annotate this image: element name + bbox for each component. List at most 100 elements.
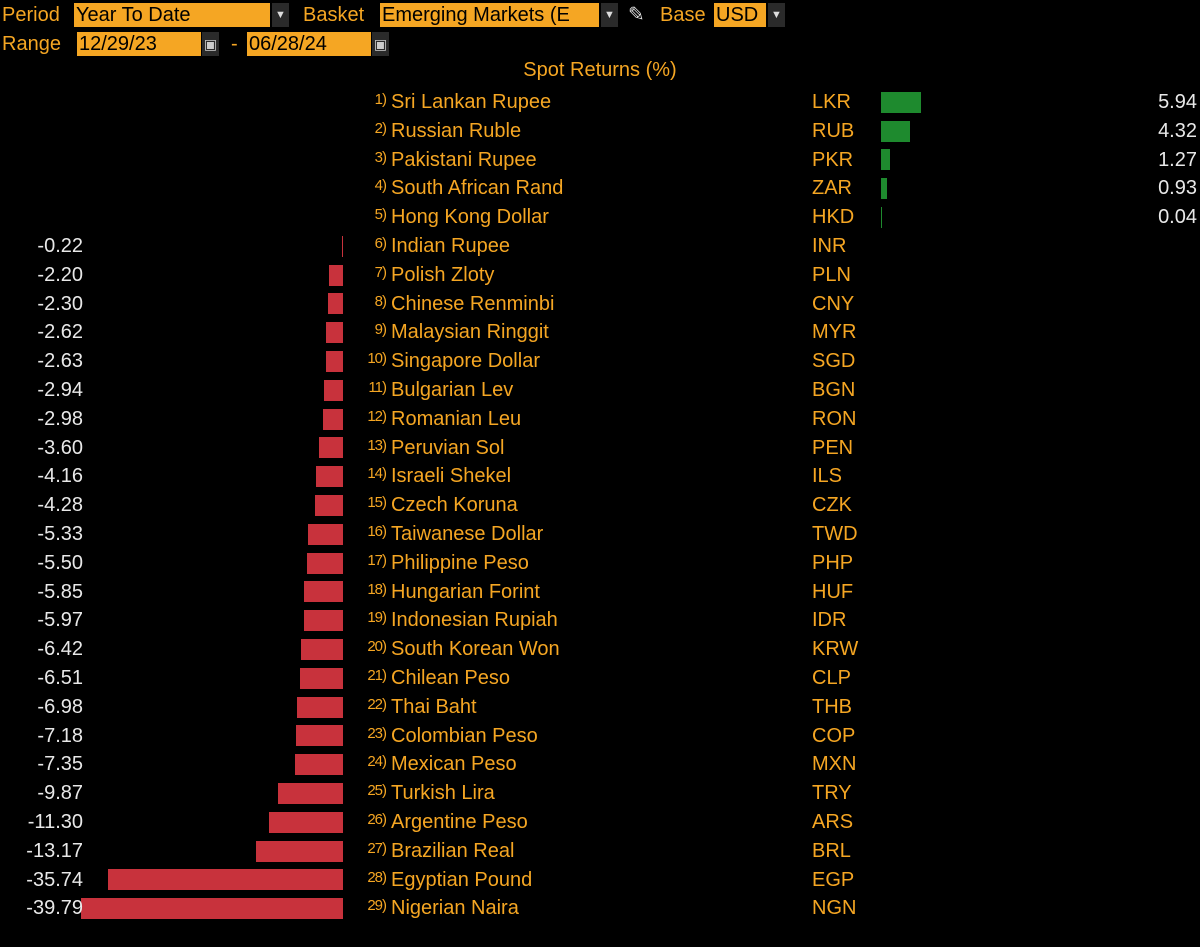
rank-number: 5) xyxy=(374,206,387,224)
return-bar xyxy=(323,379,343,401)
table-row[interactable]: 28) Egyptian Pound EGP -35.74 xyxy=(0,866,1200,895)
currency-name[interactable]: Hong Kong Dollar xyxy=(391,206,549,229)
rank-number: 12) xyxy=(367,407,387,425)
currency-name[interactable]: Czech Koruna xyxy=(391,494,518,517)
return-bar xyxy=(278,783,343,805)
rank-number: 20) xyxy=(367,638,387,656)
table-row[interactable]: 5) Hong Kong Dollar HKD 0.04 xyxy=(0,203,1200,232)
currency-name[interactable]: Bulgarian Lev xyxy=(391,379,514,401)
period-dropdown-icon[interactable]: ▼ xyxy=(271,3,289,27)
table-row[interactable]: 22) Thai Baht THB -6.98 xyxy=(0,693,1200,722)
range-start-input[interactable]: 12/29/23 xyxy=(77,32,201,56)
currency-name[interactable]: Colombian Peso xyxy=(391,724,538,747)
currency-name[interactable]: Singapore Dollar xyxy=(391,350,540,373)
rank-number: 14) xyxy=(367,465,387,483)
chart-title: Spot Returns (%) xyxy=(523,59,677,81)
rank-number: 21) xyxy=(367,667,387,684)
rank-number: 22) xyxy=(367,695,387,713)
table-row[interactable]: 1) Sri Lankan Rupee LKR 5.94 xyxy=(0,88,1200,117)
currency-name[interactable]: South Korean Won xyxy=(391,638,560,661)
table-row[interactable]: 13) Peruvian Sol PEN -3.60 xyxy=(0,434,1200,463)
table-row[interactable]: 9) Malaysian Ringgit MYR -2.62 xyxy=(0,318,1200,347)
rank-number: 7) xyxy=(374,263,387,281)
table-row[interactable]: 7) Polish Zloty PLN -2.20 xyxy=(0,261,1200,290)
currency-name[interactable]: Indian Rupee xyxy=(391,235,510,257)
calendar-icon[interactable]: ▣ xyxy=(202,32,219,56)
table-row[interactable]: 3) Pakistani Rupee PKR 1.27 xyxy=(0,146,1200,175)
currency-name[interactable]: Turkish Lira xyxy=(391,782,495,805)
currency-code: NGN xyxy=(812,897,857,920)
table-row[interactable]: 10) Singapore Dollar SGD -2.63 xyxy=(0,347,1200,376)
table-row[interactable]: 23) Colombian Peso COP -7.18 xyxy=(0,722,1200,751)
currency-name[interactable]: Thai Baht xyxy=(391,695,477,718)
return-value: -6.42 xyxy=(37,638,83,661)
currency-name[interactable]: Pakistani Rupee xyxy=(391,148,537,171)
currency-name[interactable]: Egyptian Pound xyxy=(391,868,533,891)
return-bar xyxy=(327,293,343,315)
table-row[interactable]: 2) Russian Ruble RUB 4.32 xyxy=(0,117,1200,146)
currency-name[interactable]: Chilean Peso xyxy=(391,667,510,689)
rank-number: 26) xyxy=(367,811,387,828)
table-row[interactable]: 20) South Korean Won KRW -6.42 xyxy=(0,635,1200,664)
table-row[interactable]: 4) South African Rand ZAR 0.93 xyxy=(0,174,1200,203)
table-row[interactable]: 15) Czech Koruna CZK -4.28 xyxy=(0,491,1200,520)
return-bar xyxy=(325,322,343,344)
basket-dropdown-icon[interactable]: ▼ xyxy=(600,3,618,27)
currency-code: SGD xyxy=(812,350,856,373)
currency-code: MXN xyxy=(812,753,857,776)
currency-name[interactable]: Malaysian Ringgit xyxy=(391,321,549,344)
return-bar xyxy=(315,466,343,488)
table-row[interactable]: 6) Indian Rupee INR -0.22 xyxy=(0,232,1200,261)
table-row[interactable]: 21) Chilean Peso CLP -6.51 xyxy=(0,664,1200,693)
currency-code: TRY xyxy=(812,782,852,805)
range-end-input[interactable]: 06/28/24 xyxy=(247,32,371,56)
rank-number: 4) xyxy=(374,177,387,195)
table-row[interactable]: 8) Chinese Renminbi CNY -2.30 xyxy=(0,290,1200,319)
table-row[interactable]: 19) Indonesian Rupiah IDR -5.97 xyxy=(0,606,1200,635)
period-select[interactable]: Year To Date xyxy=(74,3,270,27)
base-select[interactable]: USD xyxy=(714,3,766,27)
table-row[interactable]: 24) Mexican Peso MXN -7.35 xyxy=(0,750,1200,779)
currency-name[interactable]: Israeli Shekel xyxy=(391,465,512,488)
return-bar xyxy=(81,898,343,920)
table-row[interactable]: 18) Hungarian Forint HUF -5.85 xyxy=(0,578,1200,607)
return-bar xyxy=(881,207,882,229)
currency-name[interactable]: Brazilian Real xyxy=(391,839,515,862)
currency-name[interactable]: Hungarian Forint xyxy=(391,580,540,603)
return-bar xyxy=(300,639,343,661)
currency-name[interactable]: Russian Ruble xyxy=(391,119,522,142)
currency-name[interactable]: Polish Zloty xyxy=(391,263,495,286)
currency-name[interactable]: Peruvian Sol xyxy=(391,436,505,459)
return-value: -2.20 xyxy=(37,263,83,286)
currency-name[interactable]: South African Rand xyxy=(391,177,564,200)
basket-select[interactable]: Emerging Markets (E xyxy=(380,3,599,27)
table-row[interactable]: 26) Argentine Peso ARS -11.30 xyxy=(0,808,1200,837)
table-row[interactable]: 25) Turkish Lira TRY -9.87 xyxy=(0,779,1200,808)
base-dropdown-icon[interactable]: ▼ xyxy=(767,3,785,27)
currency-code: PKR xyxy=(812,148,854,171)
rank-number: 1) xyxy=(374,91,387,108)
table-row[interactable]: 27) Brazilian Real BRL -13.17 xyxy=(0,837,1200,866)
table-row[interactable]: 11) Bulgarian Lev BGN -2.94 xyxy=(0,376,1200,405)
return-value: -4.28 xyxy=(37,494,83,517)
currency-code: ILS xyxy=(812,465,843,488)
table-row[interactable]: 12) Romanian Leu RON -2.98 xyxy=(0,405,1200,434)
return-bar xyxy=(306,552,343,574)
currency-name[interactable]: Philippine Peso xyxy=(391,551,529,574)
currency-name[interactable]: Chinese Renminbi xyxy=(391,292,555,315)
currency-name[interactable]: Indonesian Rupiah xyxy=(391,609,558,632)
currency-name[interactable]: Argentine Peso xyxy=(391,811,528,833)
calendar-icon[interactable]: ▣ xyxy=(372,32,389,56)
pencil-icon[interactable]: ✎ xyxy=(628,4,645,26)
currency-name[interactable]: Nigerian Naira xyxy=(391,897,519,920)
currency-name[interactable]: Sri Lankan Rupee xyxy=(391,91,552,113)
return-value: -4.16 xyxy=(37,465,83,488)
currency-name[interactable]: Mexican Peso xyxy=(391,753,517,776)
table-row[interactable]: 14) Israeli Shekel ILS -4.16 xyxy=(0,462,1200,491)
currency-name[interactable]: Taiwanese Dollar xyxy=(391,523,544,545)
table-row[interactable]: 29) Nigerian Naira NGN -39.79 xyxy=(0,894,1200,923)
table-row[interactable]: 16) Taiwanese Dollar TWD -5.33 xyxy=(0,520,1200,549)
currency-code: COP xyxy=(812,724,856,747)
currency-name[interactable]: Romanian Leu xyxy=(391,407,522,430)
table-row[interactable]: 17) Philippine Peso PHP -5.50 xyxy=(0,549,1200,578)
